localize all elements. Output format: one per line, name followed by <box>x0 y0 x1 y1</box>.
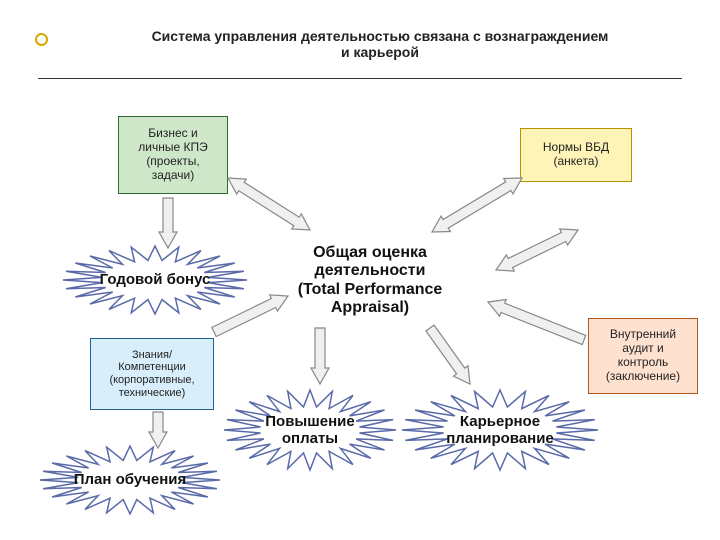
starburst-label-career: Карьерноепланирование <box>392 380 608 480</box>
starburst-label-plan: План обучения <box>30 436 230 524</box>
starburst-label-bonus: Годовой бонус <box>53 236 257 324</box>
starburst-plan: План обучения <box>30 436 230 524</box>
starburst-raise: Повышениеоплаты <box>214 380 406 480</box>
starburst-bonus: Годовой бонус <box>53 236 257 324</box>
starburst-career: Карьерноепланирование <box>392 380 608 480</box>
box-competence: Знания/Компетенции(корпоративные,техниче… <box>90 338 214 410</box>
starburst-label-raise: Повышениеоплаты <box>214 380 406 480</box>
page-title: Система управления деятельностью связана… <box>130 28 630 60</box>
box-kpi: Бизнес иличные КПЭ(проекты,задачи) <box>118 116 228 194</box>
box-norms: Нормы ВБД(анкета) <box>520 128 632 182</box>
center-label: Общая оценкадеятельности(Total Performan… <box>270 244 470 318</box>
